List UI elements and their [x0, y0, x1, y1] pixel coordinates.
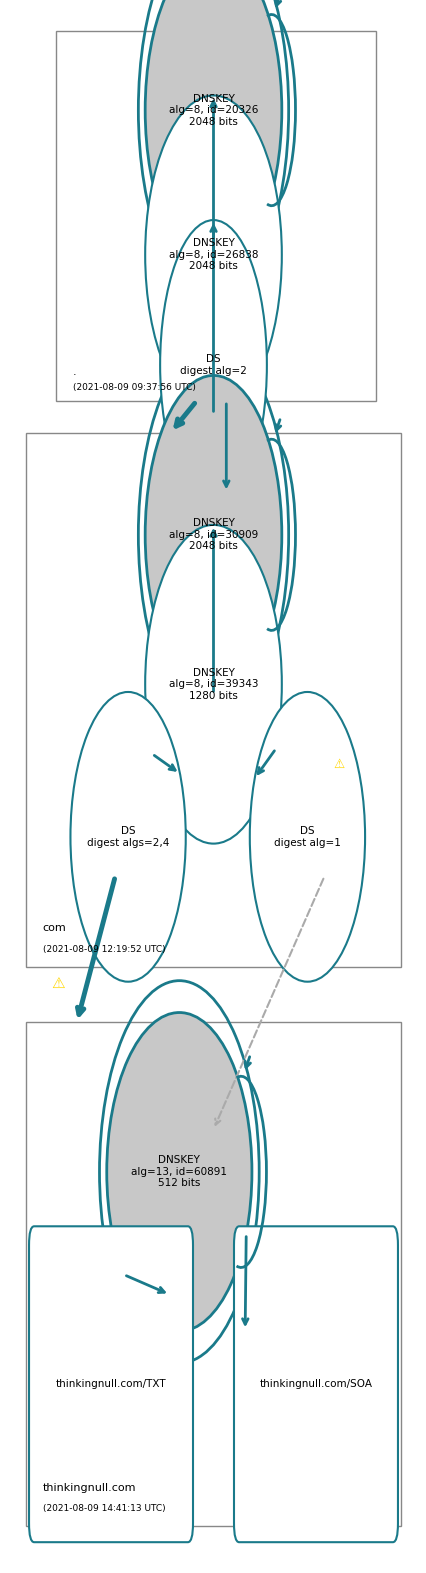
Text: DNSKEY
alg=8, id=39343
1280 bits: DNSKEY alg=8, id=39343 1280 bits [168, 667, 258, 702]
Ellipse shape [106, 1013, 251, 1331]
Ellipse shape [145, 376, 281, 694]
Text: .: . [72, 367, 76, 378]
Text: (2021-08-09 09:37:56 UTC): (2021-08-09 09:37:56 UTC) [72, 382, 195, 392]
Text: (2021-08-09 14:41:13 UTC): (2021-08-09 14:41:13 UTC) [43, 1504, 165, 1513]
FancyBboxPatch shape [233, 1227, 397, 1542]
Bar [55, 31, 375, 401]
Text: DNSKEY
alg=13, id=60891
512 bits: DNSKEY alg=13, id=60891 512 bits [131, 1155, 227, 1189]
Ellipse shape [145, 96, 281, 414]
Ellipse shape [70, 692, 185, 982]
Text: thinkingnull.com/SOA: thinkingnull.com/SOA [259, 1380, 371, 1389]
Text: DS
digest algs=2,4: DS digest algs=2,4 [87, 826, 169, 848]
FancyBboxPatch shape [29, 1227, 193, 1542]
Bar [26, 1022, 400, 1526]
Text: DNSKEY
alg=8, id=30909
2048 bits: DNSKEY alg=8, id=30909 2048 bits [168, 518, 258, 552]
Text: (2021-08-09 12:19:52 UTC): (2021-08-09 12:19:52 UTC) [43, 945, 165, 953]
Text: DS
digest alg=1: DS digest alg=1 [273, 826, 340, 848]
Text: ⚠: ⚠ [51, 975, 64, 991]
Ellipse shape [160, 220, 266, 510]
Ellipse shape [145, 0, 281, 269]
Text: thinkingnull.com: thinkingnull.com [43, 1483, 136, 1493]
Ellipse shape [145, 525, 281, 843]
Text: DNSKEY
alg=8, id=20326
2048 bits: DNSKEY alg=8, id=20326 2048 bits [168, 93, 258, 127]
Bar [26, 433, 400, 967]
Text: ⚠: ⚠ [333, 758, 344, 771]
Text: com: com [43, 923, 66, 933]
Ellipse shape [249, 692, 364, 982]
Text: DS
digest alg=2: DS digest alg=2 [180, 354, 246, 376]
Text: thinkingnull.com/TXT: thinkingnull.com/TXT [55, 1380, 166, 1389]
Text: DNSKEY
alg=8, id=26838
2048 bits: DNSKEY alg=8, id=26838 2048 bits [168, 238, 258, 272]
